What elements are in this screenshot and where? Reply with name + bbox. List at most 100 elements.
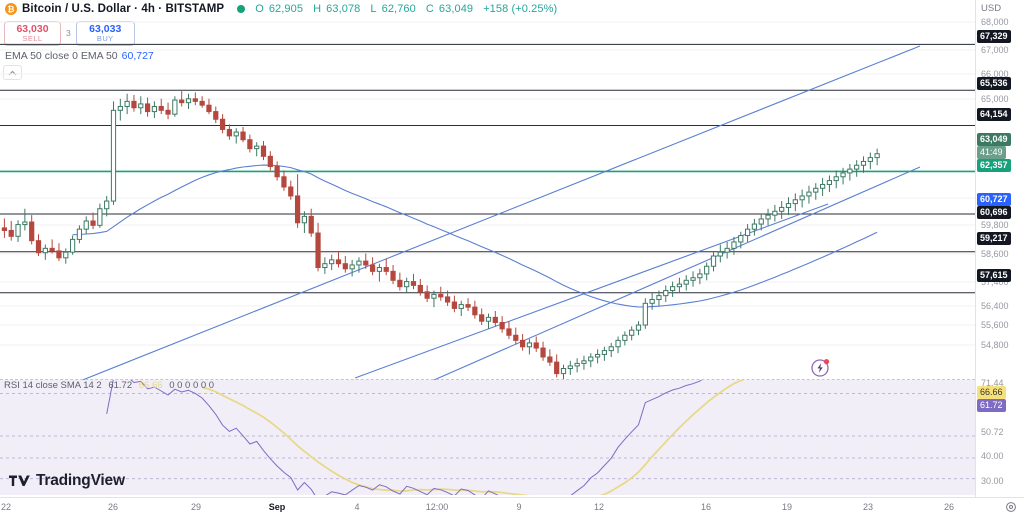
candle-body	[533, 342, 539, 349]
price-scale[interactable]: USD 68,00067,00066,00065,00061,00059,800…	[975, 0, 1024, 497]
candle-body	[56, 250, 62, 259]
price-tick: 40.00	[981, 451, 1004, 461]
candle-body	[772, 210, 778, 216]
candle-body	[131, 100, 137, 109]
buy-button[interactable]: 63,033 BUY	[75, 20, 135, 46]
candle-body	[90, 220, 96, 226]
candle-body	[860, 160, 867, 166]
mid-channel[interactable]	[354, 203, 829, 379]
tradingview-logo-text: TradingView	[36, 472, 125, 489]
ohlc-open-label: O	[255, 2, 264, 15]
candle-body	[540, 347, 546, 358]
candle-body	[335, 259, 342, 265]
rsi-chart-svg	[0, 380, 975, 495]
candle-body	[376, 267, 383, 272]
price-badge-67329[interactable]: 67,329	[977, 30, 1011, 43]
lightning-bolt-icon[interactable]	[811, 358, 830, 377]
time-tick: 12	[593, 502, 605, 512]
sell-price: 63,030	[16, 22, 49, 35]
price-badge-62357[interactable]: 62,357	[977, 159, 1011, 172]
market-status-dot	[237, 4, 246, 13]
rsi-value-badge[interactable]: 61.72	[977, 399, 1006, 412]
candle-body	[492, 316, 498, 323]
chart-header: ₿ Bitcoin / U.S. Dollar · 4h · BITSTAMP …	[0, 0, 975, 17]
rsi-legend[interactable]: RSI 14 close SMA 14 2 61.72 66.66 0 0 0 …	[4, 380, 214, 391]
bar-countdown-badge[interactable]: 41:49	[977, 146, 1006, 159]
candle-body	[417, 284, 423, 293]
candle-body	[315, 232, 321, 269]
symbol-title[interactable]: Bitcoin / U.S. Dollar · 4h · BITSTAMP	[22, 2, 225, 15]
rsi-sma-badge[interactable]: 66.66	[977, 386, 1006, 399]
candle-body	[560, 367, 567, 375]
price-tick: 30.00	[981, 476, 1004, 486]
spread-value: 3	[66, 28, 71, 38]
candle-body	[574, 362, 580, 367]
time-tick: 29	[190, 502, 202, 512]
sell-button[interactable]: 63,030 SELL	[4, 20, 61, 46]
price-badge-59217[interactable]: 59,217	[977, 232, 1011, 245]
price-badge-65536[interactable]: 65,536	[977, 77, 1011, 90]
gear-icon[interactable]	[1005, 501, 1017, 513]
rsi-chart-pane[interactable]: RSI 14 close SMA 14 2 61.72 66.66 0 0 0 …	[0, 380, 975, 495]
candle-body	[465, 304, 471, 308]
tradingview-logo[interactable]: TradingView	[9, 472, 125, 490]
candle-body	[97, 208, 103, 226]
candle-body	[185, 98, 192, 104]
candle-body	[819, 183, 826, 189]
candle-body	[356, 260, 362, 266]
candle-body	[608, 346, 614, 352]
time-scale[interactable]: 22 26 29 Sep 4 12:00 9 12 16 19 23 26	[0, 497, 1024, 515]
candle-body	[615, 339, 621, 348]
candle-body	[233, 131, 239, 137]
upper-channel[interactable]	[70, 45, 921, 380]
time-tick: 16	[700, 502, 712, 512]
buy-price: 63,033	[89, 22, 122, 35]
candle-body	[594, 353, 601, 358]
price-gridlines	[0, 21, 975, 346]
price-chart-pane[interactable]	[0, 17, 975, 380]
candle-body	[151, 105, 158, 113]
time-tick: 19	[781, 502, 793, 512]
candle-body	[192, 98, 198, 102]
candle-body	[288, 186, 294, 197]
candle-body	[226, 128, 233, 137]
time-tick: Sep	[268, 502, 286, 512]
candle-body	[847, 168, 853, 174]
candle-body	[110, 109, 117, 202]
candle-body	[458, 304, 464, 309]
candle-body	[806, 191, 812, 197]
candle-body	[274, 166, 280, 178]
candle-body	[240, 131, 246, 141]
candle-body	[124, 100, 130, 107]
candle-body	[506, 328, 512, 336]
chevron-up-icon[interactable]	[3, 65, 22, 80]
rsi-legend-value: 61.72	[108, 380, 133, 391]
bitcoin-icon: ₿	[5, 2, 17, 15]
candle-body	[547, 356, 553, 363]
candle-body	[635, 324, 642, 331]
candlestick-series	[1, 91, 880, 380]
candle-body	[22, 221, 28, 226]
price-scale-unit: USD	[981, 3, 1002, 14]
price-badge-64154[interactable]: 64,154	[977, 108, 1011, 121]
price-tick: 66,000	[981, 69, 1009, 79]
price-badge-60696[interactable]: 60,696	[977, 206, 1011, 219]
candle-body	[751, 223, 758, 230]
candle-body	[117, 105, 123, 111]
ema-legend[interactable]: EMA 50 close 0 EMA 50 60,727	[5, 50, 154, 62]
rsi-legend-sma-value: 66.66	[138, 380, 163, 391]
pane-separator	[0, 379, 975, 380]
lower-channel[interactable]	[433, 166, 921, 380]
candle-body	[281, 176, 287, 188]
ema-price-badge[interactable]: 60,727	[977, 193, 1011, 206]
price-tick: 59,800	[981, 220, 1009, 230]
price-badge-57615[interactable]: 57,615	[977, 269, 1011, 282]
ohlc-high-label: H	[313, 2, 322, 15]
rsi-legend-title: RSI 14 close SMA 14 2	[4, 380, 102, 391]
price-tick: 54,800	[981, 340, 1009, 350]
candle-body	[758, 218, 764, 225]
rsi-line	[106, 380, 703, 495]
candle-body	[213, 111, 219, 120]
current-price-badge[interactable]: 63,049	[977, 133, 1011, 146]
price-tick: 67,000	[981, 45, 1009, 55]
